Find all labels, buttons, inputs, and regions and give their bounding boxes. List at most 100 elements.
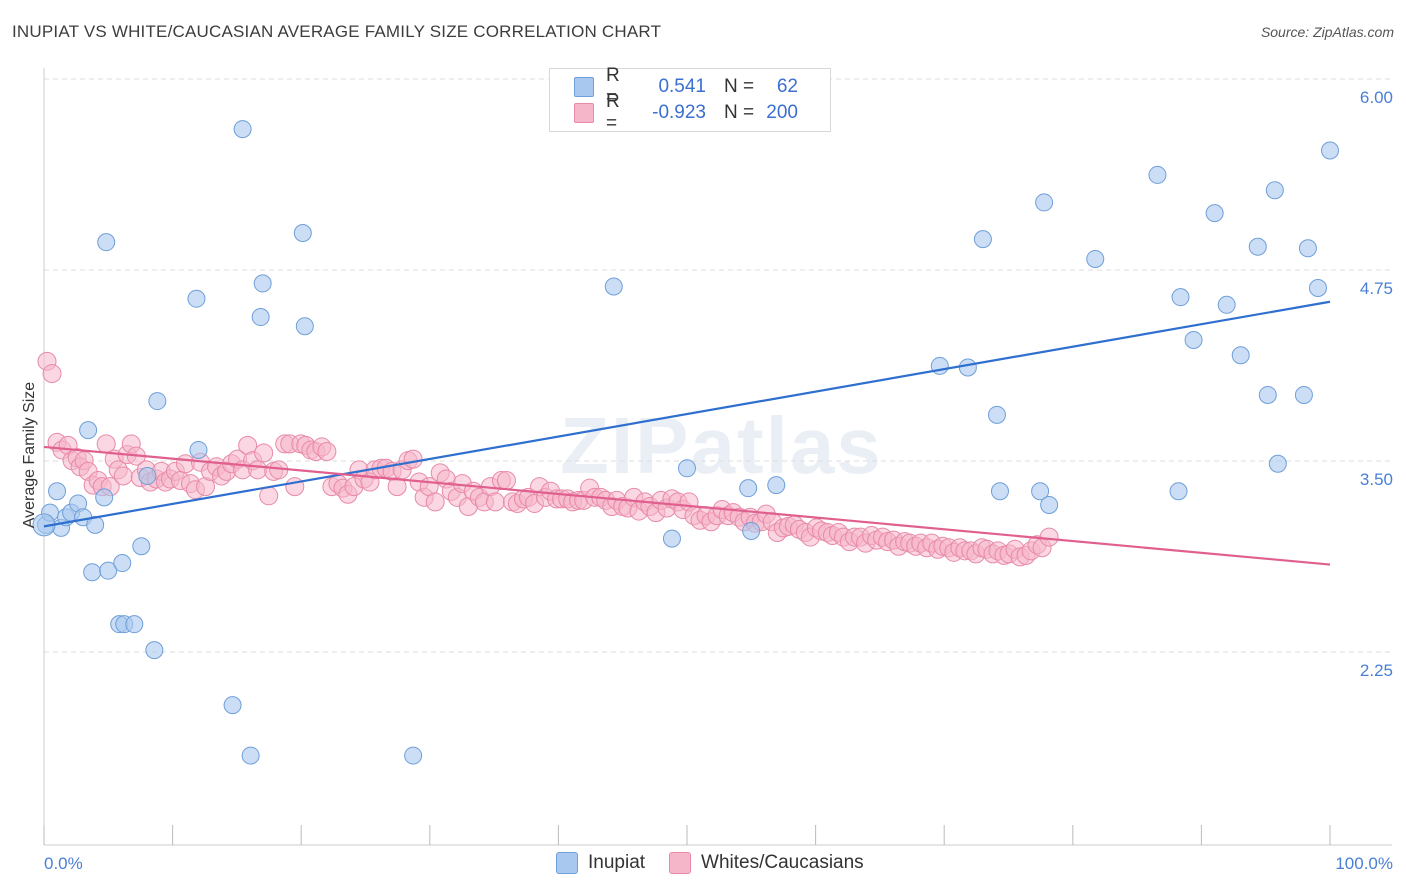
y-tick-label: 4.75 [1360,279,1393,298]
inupiat-point [293,223,312,242]
inupiat-point [132,537,151,556]
inupiat-point [138,466,157,485]
inupiat-point [604,277,623,296]
bottom-legend-label-whites: Whites/Caucasians [701,852,864,873]
inupiat-point [990,482,1009,501]
whites-point [254,443,274,463]
inupiat-point [251,308,270,327]
inupiat-point [1321,141,1339,160]
legend-r-label: R = [606,91,620,134]
whites-point [485,492,505,512]
inupiat-point [1086,249,1105,268]
inupiat-point [1148,165,1167,184]
inupiat-point [253,274,272,293]
inupiat-point [1268,454,1287,473]
bottom-legend-swatch-whites [669,852,692,874]
inupiat-point [1258,385,1277,404]
whites-point [42,364,62,384]
axes [43,68,1392,846]
y-tick-label: 6.00 [1360,88,1393,107]
whites-caucasians-points [37,351,1059,567]
inupiat-point [48,482,67,501]
inupiat-point [1308,279,1327,297]
x-tick-label: 100.0% [1335,854,1393,873]
inupiat-point [404,746,423,765]
inupiat-point [767,476,786,495]
inupiat-point [1035,193,1054,212]
inupiat-point [1265,181,1284,200]
inupiat-point [187,289,206,308]
inupiat-point [233,120,252,139]
legend-n-label: N = [724,102,755,123]
inupiat-point [987,405,1006,424]
bottom-legend-swatch-inupiat [556,852,578,874]
whites-point [425,492,445,512]
y-axis-label: Average Family Size [21,382,38,529]
legend-row-whites: R = -0.923 N = 200 [574,91,798,134]
inupiat-point [189,440,208,459]
inupiat-point [83,563,102,582]
inupiat-point [125,615,144,634]
inupiat-point [742,521,761,540]
trend-lines [43,300,1331,566]
legend-r-value: -0.923 [652,102,706,123]
inupiat-point [1171,288,1190,307]
inupiat-point [1205,204,1224,223]
inupiat-point [1184,330,1203,349]
inupiat-point [295,317,314,336]
legend-swatch-inupiat [574,77,594,97]
source-label: Source: ZipAtlas.com [1260,24,1394,40]
inupiat-points [32,120,1339,765]
inupiat-point [662,529,681,548]
legend-box: R = 0.541 N = 62 R = -0.923 N = 200 [549,65,831,134]
tick-labels: 2.25 3.50 4.75 6.00 0.0% 100.0% Average Family… [21,88,1393,873]
inupiat-point [148,392,167,411]
inupiat-point [1294,385,1313,404]
whites-point [317,441,337,461]
inupiat-point [99,561,118,580]
bottom-legend: Inupiat Whites/Caucasians [556,852,888,874]
x-tick-label: 0.0% [44,854,83,873]
legend-row-inupiat: R = 0.541 N = 62 [574,65,798,108]
legend-r-label: R = [606,65,620,108]
legend-n-value: 200 [766,102,798,123]
whites-point [403,449,423,469]
inupiat-trend-line [43,300,1331,528]
bottom-legend-inupiat: Inupiat [556,852,645,874]
inupiat-point [1169,482,1188,501]
inupiat-point [1298,239,1317,258]
inupiat-point [1248,237,1267,256]
inupiat-point [241,746,260,765]
inupiat-point [97,233,116,252]
whites-point [1039,527,1059,547]
inupiat-point [973,230,992,249]
y-tick-label: 3.50 [1360,470,1393,489]
inupiat-point [79,421,98,440]
chart-title: INUPIAT VS WHITE/CAUCASIAN AVERAGE FAMIL… [12,22,662,41]
inupiat-point [1040,495,1059,514]
y-tick-label: 2.25 [1360,661,1393,680]
legend-swatch-whites [574,103,594,123]
whites-point [259,486,279,506]
bottom-legend-label-inupiat: Inupiat [588,852,646,873]
inupiat-point [958,358,977,377]
inupiat-point [95,488,114,507]
whites-point [496,471,516,491]
whites-point [248,460,268,480]
legend-n-label: N = [724,76,755,97]
legend-n-value: 62 [776,76,798,97]
whites-point [285,477,305,497]
gridlines [44,78,1392,653]
inupiat-point [223,696,242,715]
watermark: ZIPatlas [560,401,883,490]
inupiat-point [1217,295,1236,314]
inupiat-point [739,479,758,498]
inupiat-point [145,641,164,660]
whites-point [113,466,133,486]
inupiat-point [678,459,696,478]
legend-r-value: 0.541 [658,76,706,97]
inupiat-point [1031,482,1050,501]
bottom-legend-whites: Whites/Caucasians [669,852,864,874]
inupiat-point [1231,346,1250,365]
